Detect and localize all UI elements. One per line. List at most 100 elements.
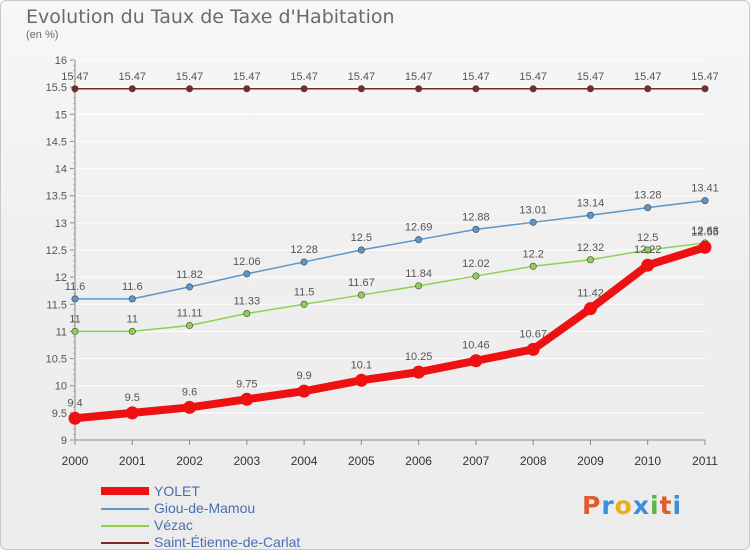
data-label-vezac: 11.84 bbox=[405, 268, 432, 280]
data-point-vezac bbox=[644, 246, 652, 254]
y-tick-label: 14 bbox=[55, 164, 67, 176]
x-tick-label: 2011 bbox=[692, 454, 718, 468]
y-tick-label: 9 bbox=[61, 435, 67, 447]
data-label-vezac: 11.5 bbox=[294, 286, 315, 298]
x-tick-label: 2006 bbox=[405, 454, 432, 468]
x-tick-label: 2002 bbox=[176, 454, 203, 468]
data-label-saint-etienne-de-carlat: 15.47 bbox=[119, 71, 147, 83]
data-label-vezac: 11 bbox=[69, 313, 80, 325]
legend-swatch-saint-etienne-de-carlat bbox=[101, 542, 149, 544]
x-tick-label: 2007 bbox=[463, 454, 490, 468]
data-point-yolet bbox=[641, 258, 655, 272]
data-point-vezac bbox=[128, 327, 136, 335]
chart-title: Evolution du Taux de Taxe d'Habitation bbox=[26, 6, 395, 28]
data-label-saint-etienne-de-carlat: 15.47 bbox=[577, 71, 605, 83]
data-label-vezac: 12.2 bbox=[522, 248, 543, 260]
data-point-vezac bbox=[71, 327, 79, 335]
legend-swatch-vezac bbox=[101, 525, 149, 527]
data-point-giou-de-mamou bbox=[529, 218, 537, 226]
legend-label-vezac: Vézac bbox=[154, 517, 193, 533]
legend-label-yolet: YOLET bbox=[154, 483, 200, 499]
data-label-saint-etienne-de-carlat: 15.47 bbox=[405, 71, 433, 83]
y-tick-label: 12 bbox=[55, 272, 67, 284]
data-label-giou-de-mamou: 13.41 bbox=[691, 183, 719, 195]
y-tick-label: 13 bbox=[55, 218, 67, 230]
series-line-yolet bbox=[71, 243, 709, 423]
y-tick-label: 10.5 bbox=[46, 354, 67, 366]
y-tick-label: 9.5 bbox=[52, 408, 67, 420]
x-tick-label: 2010 bbox=[634, 454, 661, 468]
y-tick-label: 13.5 bbox=[46, 191, 67, 203]
data-point-giou-de-mamou bbox=[128, 295, 136, 303]
y-tick-label: 15.5 bbox=[46, 82, 67, 94]
data-point-yolet bbox=[698, 240, 712, 254]
data-point-saint-etienne-de-carlat bbox=[586, 85, 594, 93]
series-line-vezac bbox=[74, 242, 706, 333]
data-label-yolet: 12.22 bbox=[634, 244, 662, 256]
data-point-giou-de-mamou bbox=[415, 236, 423, 244]
data-label-vezac: 11.33 bbox=[233, 296, 260, 308]
y-tick-label: 11.5 bbox=[46, 299, 67, 311]
data-label-saint-etienne-de-carlat: 15.47 bbox=[634, 71, 662, 83]
x-tick-label: 2000 bbox=[62, 454, 89, 468]
data-point-yolet bbox=[240, 392, 254, 406]
data-point-saint-etienne-de-carlat bbox=[71, 85, 79, 93]
data-label-vezac: 11.11 bbox=[177, 307, 203, 319]
data-label-saint-etienne-de-carlat: 15.47 bbox=[348, 71, 376, 83]
data-label-vezac: 11.67 bbox=[348, 277, 375, 289]
logo-letter: t bbox=[659, 491, 673, 520]
legend-label-saint-etienne-de-carlat: Saint-Étienne-de-Carlat bbox=[154, 534, 301, 550]
data-point-saint-etienne-de-carlat bbox=[357, 85, 365, 93]
data-label-yolet: 9.4 bbox=[67, 397, 82, 409]
data-label-yolet: 9.5 bbox=[125, 392, 140, 404]
logo-letter: o bbox=[614, 491, 633, 520]
data-point-yolet bbox=[125, 406, 139, 420]
data-label-yolet: 10.46 bbox=[462, 340, 490, 352]
data-point-yolet bbox=[583, 302, 597, 316]
chart-subtitle: (en %) bbox=[26, 29, 59, 41]
data-point-saint-etienne-de-carlat bbox=[243, 85, 251, 93]
proxiti-logo: Proxiti bbox=[582, 491, 682, 520]
logo-letter: i bbox=[650, 491, 660, 520]
logo-letter: P bbox=[582, 491, 602, 520]
data-point-giou-de-mamou bbox=[644, 204, 652, 212]
y-tick-label: 10 bbox=[55, 381, 67, 393]
data-point-vezac bbox=[472, 272, 480, 280]
x-tick-label: 2001 bbox=[119, 454, 146, 468]
data-label-saint-etienne-de-carlat: 15.47 bbox=[176, 71, 204, 83]
data-label-yolet: 10.67 bbox=[519, 328, 547, 340]
data-label-yolet: 9.75 bbox=[236, 378, 257, 390]
data-point-yolet bbox=[526, 342, 540, 356]
data-point-saint-etienne-de-carlat bbox=[644, 85, 652, 93]
data-point-saint-etienne-de-carlat bbox=[529, 85, 537, 93]
data-point-giou-de-mamou bbox=[701, 197, 709, 205]
data-label-yolet: 10.25 bbox=[405, 351, 433, 363]
data-label-saint-etienne-de-carlat: 15.47 bbox=[290, 71, 318, 83]
x-tick-label: 2008 bbox=[520, 454, 547, 468]
data-point-giou-de-mamou bbox=[71, 295, 79, 303]
data-label-yolet: 10.1 bbox=[351, 359, 372, 371]
data-point-saint-etienne-de-carlat bbox=[472, 85, 480, 93]
data-point-vezac bbox=[415, 282, 423, 290]
data-label-giou-de-mamou: 13.14 bbox=[577, 197, 605, 209]
data-label-giou-de-mamou: 11.82 bbox=[176, 269, 203, 281]
data-label-giou-de-mamou: 12.69 bbox=[405, 222, 433, 234]
logo-letter: x bbox=[632, 491, 650, 520]
data-point-giou-de-mamou bbox=[586, 211, 594, 219]
data-label-giou-de-mamou: 12.88 bbox=[462, 211, 490, 223]
x-tick-label: 2005 bbox=[348, 454, 375, 468]
data-point-vezac bbox=[586, 256, 594, 264]
data-point-giou-de-mamou bbox=[472, 225, 480, 233]
data-point-vezac bbox=[186, 321, 194, 329]
data-point-vezac bbox=[529, 262, 537, 270]
data-label-yolet: 11.42 bbox=[577, 288, 604, 300]
legend-swatch-yolet bbox=[101, 487, 149, 495]
data-label-yolet: 12.55 bbox=[691, 226, 719, 238]
data-point-vezac bbox=[243, 310, 251, 318]
data-point-vezac bbox=[357, 291, 365, 299]
data-point-yolet bbox=[297, 384, 311, 398]
data-point-yolet bbox=[412, 365, 426, 379]
data-label-vezac: 12.63 bbox=[691, 225, 719, 237]
